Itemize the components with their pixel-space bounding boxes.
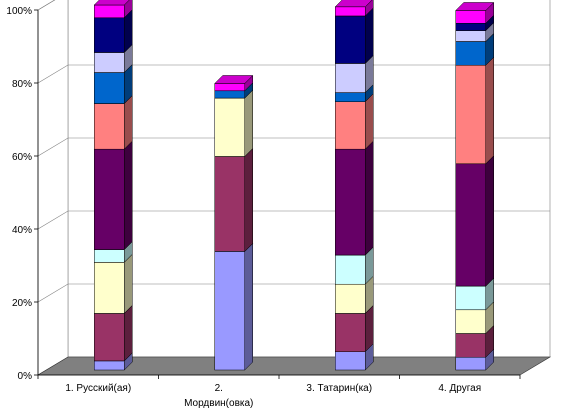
gridline <box>37 64 550 84</box>
bar-segment-side <box>485 56 494 165</box>
category-label-line: 3. Татарин(ка) <box>306 383 372 394</box>
y-tick-label: 60% <box>12 152 32 163</box>
bar-segment-side <box>244 242 253 371</box>
category-label: 4. Другая <box>438 383 481 394</box>
bar-segment-front <box>335 92 366 102</box>
bar-segment <box>214 242 254 371</box>
bar-segment <box>334 93 374 150</box>
bar-segment-front <box>335 15 366 64</box>
bar-segment-front <box>94 4 125 19</box>
chart-walls <box>37 0 551 376</box>
gridline <box>37 137 550 157</box>
bar-segment-top <box>214 75 254 84</box>
y-tick-label: 80% <box>12 79 32 90</box>
x-axis: 1. Русский(ая) 2. Мордвин(овка) 3. Татарин(… <box>37 374 521 409</box>
bar-segment-top <box>334 0 373 8</box>
bar-segment-side <box>244 147 253 252</box>
category-label: 3. Татарин(ка) <box>306 383 372 394</box>
bar-segment <box>93 140 133 251</box>
bar-segment-front <box>455 333 486 358</box>
bar-segment-front <box>455 309 486 334</box>
category-label: 2. Мордвин(овка) <box>184 383 253 409</box>
bar-segment <box>455 155 495 287</box>
bar-segment <box>334 7 374 65</box>
bar-segment-side <box>365 140 374 256</box>
bar-segment <box>93 253 133 315</box>
category-label-line: 2. <box>215 383 223 394</box>
bar-segment-front <box>214 156 245 252</box>
bar-segment-front <box>335 148 366 256</box>
bar-segment-front <box>455 23 486 31</box>
bar-segment-side <box>365 7 374 65</box>
gridline <box>37 0 56 11</box>
bar-segment-front <box>94 360 125 371</box>
bar-segment <box>455 1 495 24</box>
bar-segment-front <box>455 64 486 165</box>
category-label: 1. Русский(ая) <box>65 383 131 394</box>
bar-segment-front <box>335 101 366 150</box>
y-axis: 0% 20% 40% 60% 80% 100% <box>6 6 39 382</box>
bar-segment-top <box>455 2 495 11</box>
bar-segment-front <box>455 285 486 311</box>
bar-segment-top <box>93 0 130 6</box>
bar-segment <box>93 0 133 19</box>
bar-segment-front <box>214 251 245 371</box>
y-tick-label: 0% <box>18 371 33 382</box>
bar-segment-side <box>365 93 374 150</box>
y-tick-label: 20% <box>12 298 32 309</box>
bar-segment <box>455 56 495 165</box>
bar-segment-front <box>94 72 125 104</box>
y-tick-label: 40% <box>12 225 32 236</box>
bar-segment-front <box>335 63 366 93</box>
category-label-line: Мордвин(овка) <box>184 398 253 409</box>
bar-segment-side <box>124 140 133 251</box>
bar-segment-front <box>94 262 125 314</box>
bars <box>93 0 495 371</box>
bar-segment-front <box>214 90 245 99</box>
bar-segment-front <box>335 254 366 285</box>
gridline <box>37 210 550 230</box>
bar-segment-front <box>455 356 486 371</box>
y-tick-label: 100% <box>6 6 32 17</box>
bar-segment-front <box>94 148 125 250</box>
bar-segment-front <box>94 52 125 73</box>
bar-segment-side <box>485 155 494 287</box>
bar-segment-front <box>94 17 125 53</box>
bar-segment <box>334 0 374 17</box>
bar-segment-front <box>335 283 366 314</box>
bar-segment <box>214 89 254 158</box>
bar-segment-side <box>124 253 133 315</box>
bar-segment-side <box>244 89 253 158</box>
bar-segment-front <box>335 351 366 371</box>
bar-segment-front <box>455 41 486 66</box>
bar-segment-front <box>94 103 125 150</box>
side-wall <box>37 0 69 376</box>
bar-segment <box>214 74 254 92</box>
bar-segment <box>93 304 133 362</box>
category-label-line: 4. Другая <box>438 383 481 394</box>
bar-segment-front <box>455 30 486 42</box>
bar-segment-front <box>455 10 486 24</box>
bar-segment-front <box>455 163 486 287</box>
bar-segment-side <box>124 94 133 150</box>
bar-segment-front <box>214 97 245 157</box>
bar-segment <box>334 140 374 256</box>
gridline <box>37 283 550 303</box>
bar-segment-front <box>214 83 245 92</box>
bar-segment <box>214 147 254 252</box>
bar-segment-side <box>124 0 133 19</box>
bar-segment-front <box>335 6 366 17</box>
category-label-line: 1. Русский(ая) <box>65 383 131 394</box>
bar-segment-front <box>94 313 125 362</box>
bar-segment-front <box>94 249 125 263</box>
bar-segment-side <box>124 304 133 362</box>
bar-segment-front <box>335 313 366 352</box>
